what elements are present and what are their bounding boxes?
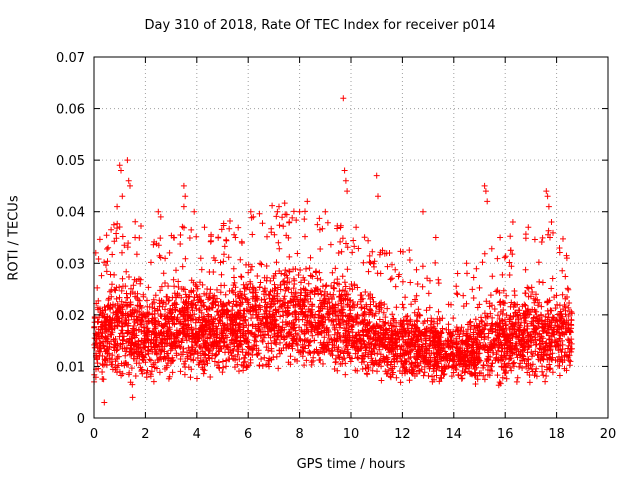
y-tick-label: 0.01 [56,360,85,375]
x-tick-label: 18 [548,427,565,442]
data-points [91,95,575,406]
y-tick-label: 0.04 [56,206,85,221]
roti-markers [91,95,575,406]
y-tick-label: 0.02 [56,309,85,324]
y-axis-label: ROTI / TECUs [6,195,22,281]
x-tick-label: 14 [446,427,463,442]
x-tick-label: 2 [141,427,149,442]
y-tick-label: 0.07 [56,51,85,66]
x-tick-label: 10 [343,427,360,442]
x-tick-label: 20 [600,427,617,442]
x-tick-label: 12 [394,427,411,442]
y-tick-label: 0.06 [56,103,85,118]
x-tick-label: 16 [497,427,514,442]
x-tick-label: 0 [90,427,98,442]
x-tick-label: 4 [193,427,201,442]
axis-ticks: 0 2 4 6 8 10 12 14 16 18 20 0 0.01 0.02 0.03 0.04 0.05 0.… [56,51,616,442]
x-tick-label: 8 [295,427,303,442]
x-axis-label: GPS time / hours [296,457,406,472]
y-tick-label: 0 [77,412,85,427]
chart-title: Day 310 of 2018, Rate Of TEC Index for r… [144,18,496,33]
y-tick-label: 0.05 [56,154,85,169]
x-tick-label: 6 [244,427,252,442]
y-tick-label: 0.03 [56,257,85,272]
